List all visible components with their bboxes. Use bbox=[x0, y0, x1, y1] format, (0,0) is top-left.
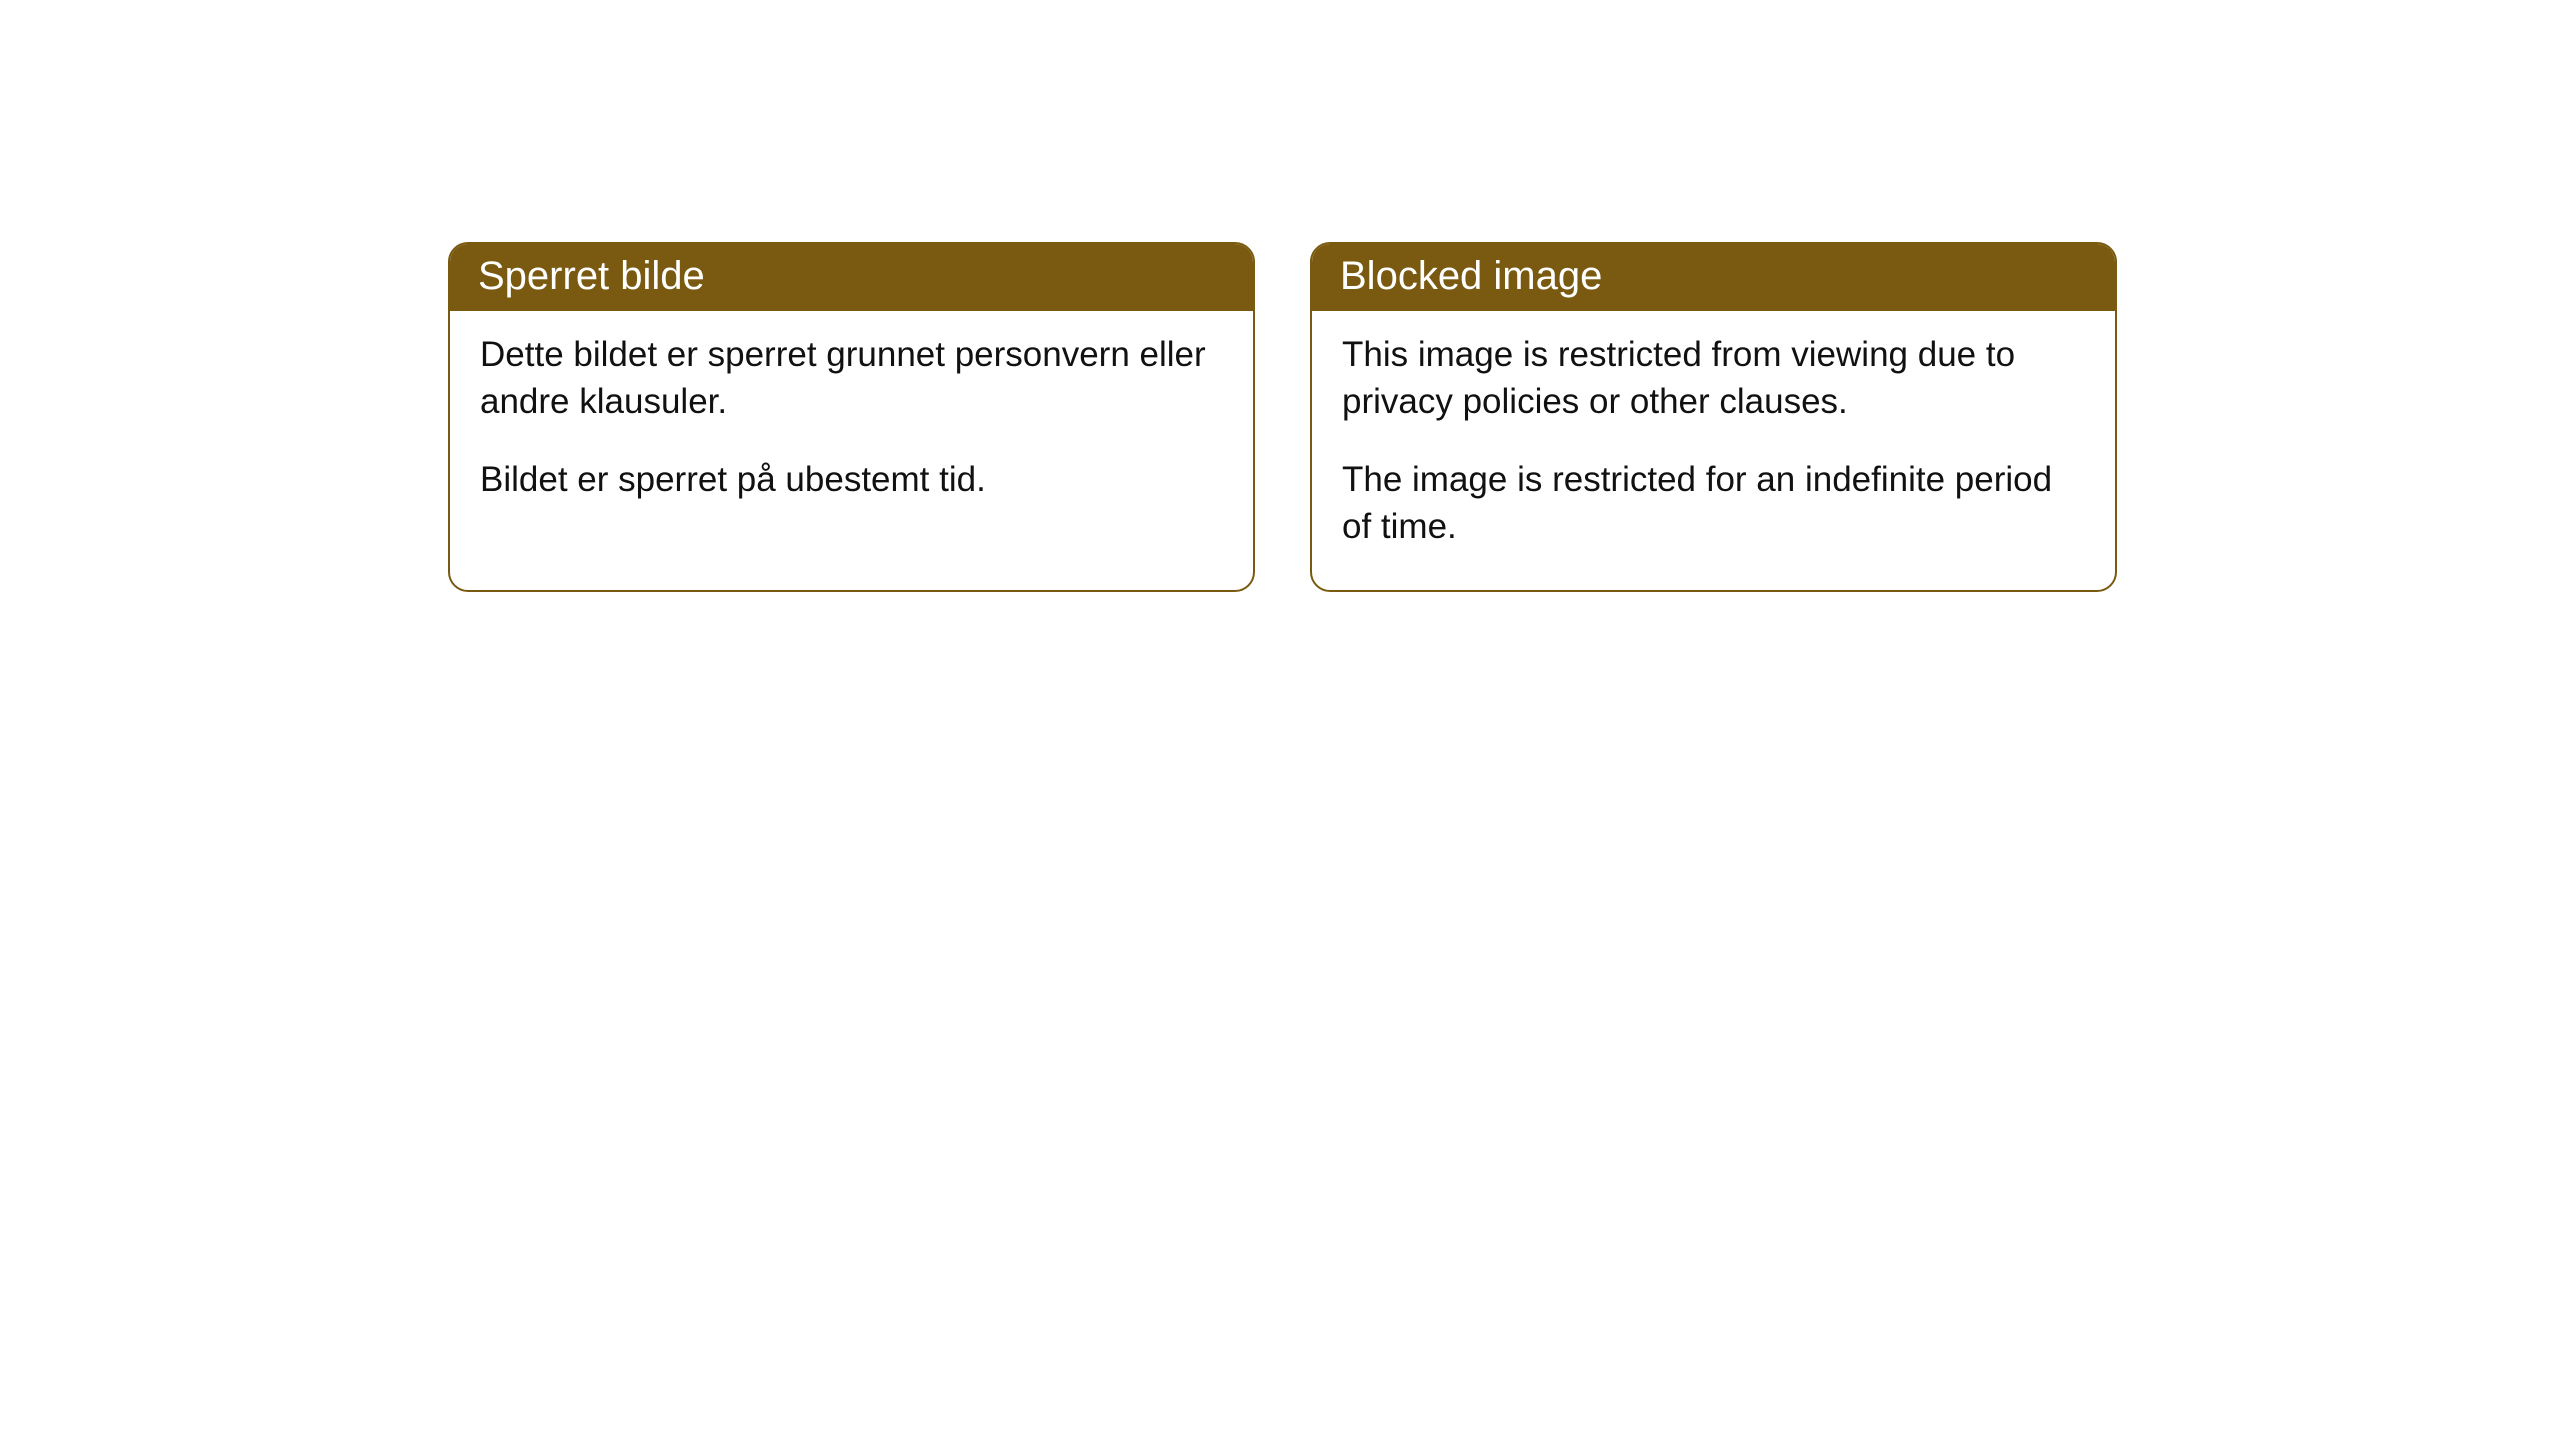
card-header-en: Blocked image bbox=[1312, 244, 2115, 311]
card-text-en-1: This image is restricted from viewing du… bbox=[1342, 331, 2085, 426]
card-body-en: This image is restricted from viewing du… bbox=[1312, 311, 2115, 590]
blocked-image-card-no: Sperret bilde Dette bildet er sperret gr… bbox=[448, 242, 1255, 592]
blocked-image-card-en: Blocked image This image is restricted f… bbox=[1310, 242, 2117, 592]
notice-container: Sperret bilde Dette bildet er sperret gr… bbox=[0, 0, 2560, 592]
card-header-no: Sperret bilde bbox=[450, 244, 1253, 311]
card-text-no-2: Bildet er sperret på ubestemt tid. bbox=[480, 456, 1223, 503]
card-body-no: Dette bildet er sperret grunnet personve… bbox=[450, 311, 1253, 543]
card-text-en-2: The image is restricted for an indefinit… bbox=[1342, 456, 2085, 551]
card-text-no-1: Dette bildet er sperret grunnet personve… bbox=[480, 331, 1223, 426]
